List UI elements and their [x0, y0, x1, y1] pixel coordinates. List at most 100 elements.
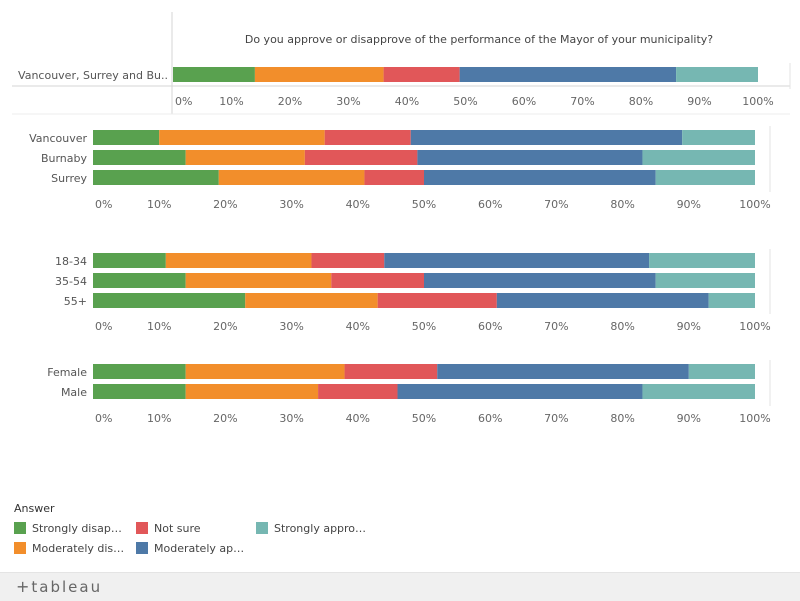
bar-segment	[254, 67, 384, 82]
bar-segment	[245, 293, 378, 308]
x-tick-label: 90%	[677, 320, 701, 333]
bar-segment	[496, 293, 709, 308]
x-tick-label: 50%	[412, 320, 436, 333]
chart-title: Do you approve or disapprove of the perf…	[245, 33, 713, 46]
x-tick-label: 40%	[346, 198, 370, 211]
x-tick-label: 0%	[95, 320, 112, 333]
x-tick-label: 30%	[279, 412, 303, 425]
bar-segment	[410, 130, 683, 145]
bar-segment	[93, 384, 186, 399]
row-label: Male	[61, 386, 87, 399]
x-tick-label: 30%	[279, 198, 303, 211]
stacked-bar-chart: Do you approve or disapprove of the perf…	[12, 12, 791, 425]
x-tick-label: 40%	[346, 320, 370, 333]
row-label: 18-34	[55, 255, 87, 268]
bar-segment	[331, 273, 424, 288]
bar-segment	[649, 253, 755, 268]
x-tick-label: 20%	[278, 95, 302, 108]
bar-segment	[93, 150, 186, 165]
x-tick-label: 70%	[544, 320, 568, 333]
x-tick-label: 80%	[610, 320, 634, 333]
x-tick-label: 80%	[610, 198, 634, 211]
bar-segment	[377, 293, 497, 308]
row-label: Vancouver	[29, 132, 87, 145]
x-tick-label: 20%	[213, 198, 237, 211]
bar-segment	[655, 273, 755, 288]
bar-segment	[311, 253, 385, 268]
legend-swatch	[136, 522, 148, 534]
bar-segment	[185, 364, 345, 379]
x-tick-label: 50%	[412, 412, 436, 425]
bar-segment	[682, 130, 755, 145]
legend-item[interactable]: Moderately ap…	[136, 542, 244, 555]
x-tick-label: 90%	[687, 95, 711, 108]
bar-segment	[655, 170, 755, 185]
x-tick-label: 40%	[395, 95, 419, 108]
bar-segment	[384, 253, 650, 268]
bar-segment	[324, 130, 411, 145]
bar-segment	[304, 150, 418, 165]
bar-segment	[318, 384, 398, 399]
x-tick-label: 90%	[677, 412, 701, 425]
x-tick-label: 0%	[175, 95, 192, 108]
x-tick-label: 0%	[95, 198, 112, 211]
bar-segment	[364, 170, 424, 185]
bar-segment	[93, 253, 166, 268]
tableau-logo[interactable]: + tableau	[16, 577, 102, 596]
x-tick-label: 10%	[147, 320, 171, 333]
legend-swatch	[14, 542, 26, 554]
bar-segment	[165, 253, 312, 268]
legend-label: Not sure	[154, 522, 201, 535]
tableau-mark-icon: +	[16, 577, 30, 596]
bar-segment	[708, 293, 755, 308]
x-tick-label: 40%	[346, 412, 370, 425]
bar-segment	[218, 170, 365, 185]
bar-segment	[93, 364, 186, 379]
x-tick-label: 70%	[570, 95, 594, 108]
legend-swatch	[256, 522, 268, 534]
bar-segment	[688, 364, 755, 379]
x-tick-label: 100%	[739, 198, 770, 211]
x-tick-label: 100%	[742, 95, 773, 108]
legend-item[interactable]: Not sure	[136, 522, 201, 535]
row-label: 55+	[64, 295, 87, 308]
bar-segment	[642, 150, 755, 165]
row-label: Surrey	[51, 172, 87, 185]
x-tick-label: 60%	[478, 198, 502, 211]
bar-segment	[642, 384, 755, 399]
bar-segment	[424, 273, 656, 288]
legend-item[interactable]: Moderately dis…	[14, 542, 124, 555]
tableau-wordmark: tableau	[31, 578, 103, 596]
x-tick-label: 20%	[213, 412, 237, 425]
x-tick-label: 30%	[336, 95, 360, 108]
bar-segment	[459, 67, 677, 82]
bar-segment	[397, 384, 643, 399]
x-tick-label: 10%	[147, 198, 171, 211]
x-tick-label: 60%	[478, 412, 502, 425]
row-label: Female	[47, 366, 87, 379]
bar-segment	[185, 384, 319, 399]
bar-segment	[344, 364, 438, 379]
x-tick-label: 10%	[147, 412, 171, 425]
bar-segment	[185, 273, 332, 288]
legend-label: Strongly appro…	[274, 522, 367, 535]
legend-swatch	[136, 542, 148, 554]
x-tick-label: 0%	[95, 412, 112, 425]
bar-segment	[159, 130, 325, 145]
x-tick-label: 70%	[544, 198, 568, 211]
x-tick-label: 60%	[512, 95, 536, 108]
legend: Answer Strongly disap… Moderately dis… Not…	[14, 502, 434, 562]
legend-label: Strongly disap…	[32, 522, 122, 535]
x-tick-label: 20%	[213, 320, 237, 333]
x-tick-label: 100%	[739, 320, 770, 333]
row-label: 35-54	[55, 275, 87, 288]
row-label: Burnaby	[41, 152, 88, 165]
x-tick-label: 90%	[677, 198, 701, 211]
bar-segment	[185, 150, 305, 165]
bar-segment	[173, 67, 255, 82]
legend-item[interactable]: Strongly appro…	[256, 522, 366, 535]
legend-item[interactable]: Strongly disap…	[14, 522, 122, 535]
legend-title: Answer	[14, 502, 55, 515]
bar-segment	[417, 150, 643, 165]
x-tick-label: 30%	[279, 320, 303, 333]
